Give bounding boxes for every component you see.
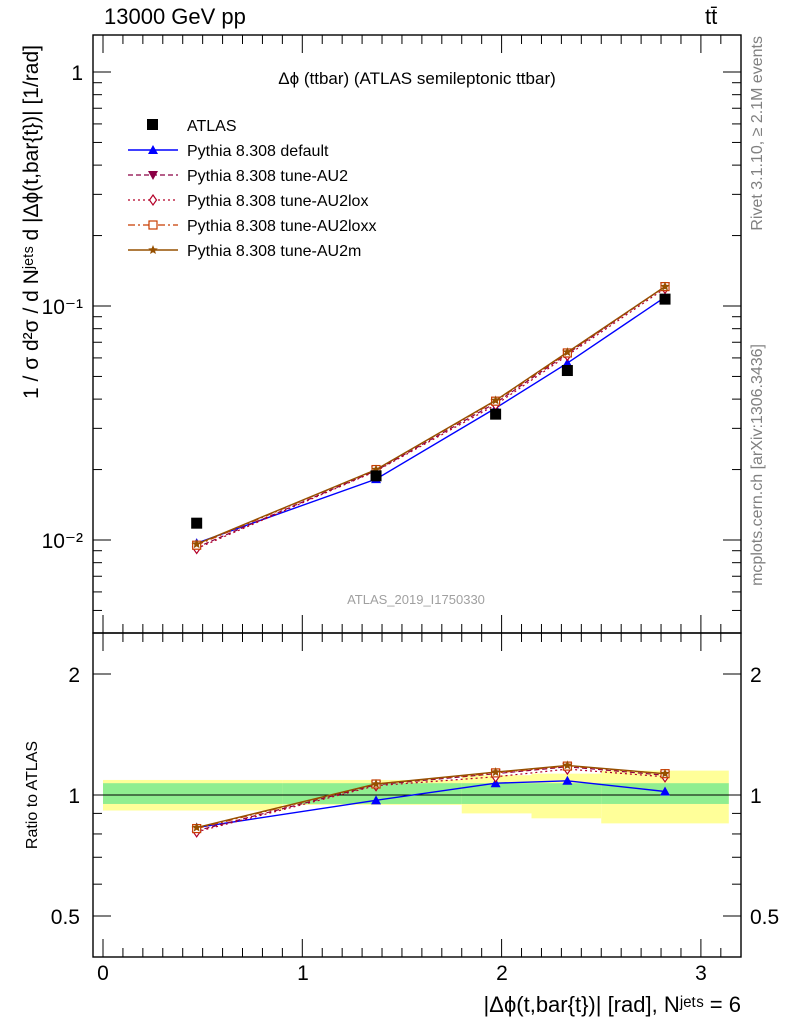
legend-label-au2lox: Pythia 8.308 tune-AU2lox: [187, 193, 368, 210]
series-point-4: [562, 347, 573, 357]
ratio-point-4: [490, 767, 501, 777]
energy-label: 13000 GeV pp: [104, 4, 246, 29]
ratio-y-axis-title: Ratio to ATLAS: [24, 741, 41, 849]
series-point-0: [562, 358, 573, 368]
y-tick-label-0.01: 10⁻²: [42, 530, 83, 553]
ratio-inner-band: [461, 783, 532, 804]
atlas-data-point: [490, 408, 502, 420]
y-tick-label-0.1: 10⁻¹: [42, 296, 83, 319]
ratio-inner-band: [282, 783, 462, 804]
x-tick-label-2: 2: [496, 962, 508, 985]
legend-marker-1: [148, 171, 158, 180]
ratio-tick-label-2-left: 2: [68, 664, 80, 687]
legend-marker-atlas: [147, 119, 158, 130]
atlas-data-point: [659, 293, 671, 305]
x-axis-title: |Δϕ(t,bar{t})| [rad], Nʲᵉᵗˢ = 6: [484, 992, 741, 1017]
rivet-label: Rivet 3.1.10, ≥ 2.1M events: [749, 36, 766, 231]
legend-label-au2: Pythia 8.308 tune-AU2: [187, 168, 348, 185]
y-tick-label-1: 1: [71, 62, 83, 85]
process-label: tt̄: [705, 4, 718, 29]
x-ticks: [102, 35, 722, 957]
ratio-inner-band: [103, 783, 283, 804]
legend-label-atlas: ATLAS: [187, 118, 237, 135]
x-tick-label-1: 1: [297, 962, 309, 985]
legend-marker-4: [148, 245, 158, 254]
legend-label-au2loxx: Pythia 8.308 tune-AU2loxx: [187, 218, 376, 235]
ratio-tick-label-1-left: 1: [68, 785, 80, 808]
ratio-tick-label-1-right: 1: [750, 785, 762, 808]
atlas-data-point: [370, 470, 382, 482]
ratio-tick-label-0.5-right: 0.5: [750, 906, 779, 929]
ratio-inner-band: [531, 783, 602, 804]
x-tick-label-3: 3: [695, 962, 707, 985]
main-y-axis-title: 1 / σ d²σ / d Nʲᵉᵗˢ d |Δϕ(t,bar{t})| [1/…: [20, 45, 43, 399]
ratio-uncertainty-bands: [103, 770, 729, 824]
ratio-tick-label-2-right: 2: [750, 664, 762, 687]
series-line-3: [196, 286, 666, 546]
ratio-point-4: [371, 779, 381, 789]
series-line-4: [196, 286, 666, 545]
legend-label-default: Pythia 8.308 default: [187, 143, 329, 160]
ratio-tick-label-0.5-left: 0.5: [51, 906, 80, 929]
main-y-ticks: [93, 71, 741, 611]
atlas-data-point: [561, 365, 573, 377]
ratio-point-4: [191, 822, 202, 832]
series-point-4: [191, 539, 202, 549]
plot-title: Δϕ (ttbar) (ATLAS semileptonic ttbar): [278, 69, 556, 88]
legend-marker-3: [148, 220, 158, 230]
ratio-series-layer: [191, 760, 671, 838]
ratio-y-ticks: [93, 673, 741, 917]
ratio-point-4: [660, 768, 670, 778]
legend: ATLAS Pythia 8.308 default Pythia 8.308 …: [128, 118, 376, 260]
ratio-point-0: [371, 795, 382, 805]
main-series-layer: [191, 281, 671, 555]
legend-label-au2m: Pythia 8.308 tune-AU2m: [187, 243, 361, 260]
ratio-point-0: [562, 775, 573, 785]
atlas-data-point: [191, 517, 203, 529]
series-line-2: [196, 287, 666, 550]
series-point-4: [490, 395, 501, 405]
ratio-point-4: [562, 760, 573, 770]
legend-marker-0: [148, 145, 158, 154]
legend-marker-2: [148, 193, 158, 207]
source-label: mcplots.cern.ch [arXiv:1306.3436]: [749, 344, 766, 586]
x-tick-label-0: 0: [97, 962, 109, 985]
watermark: ATLAS_2019_I1750330: [347, 592, 485, 607]
series-point-4: [660, 281, 670, 291]
series-line-1: [196, 286, 666, 548]
ratio-point-0: [660, 786, 671, 796]
